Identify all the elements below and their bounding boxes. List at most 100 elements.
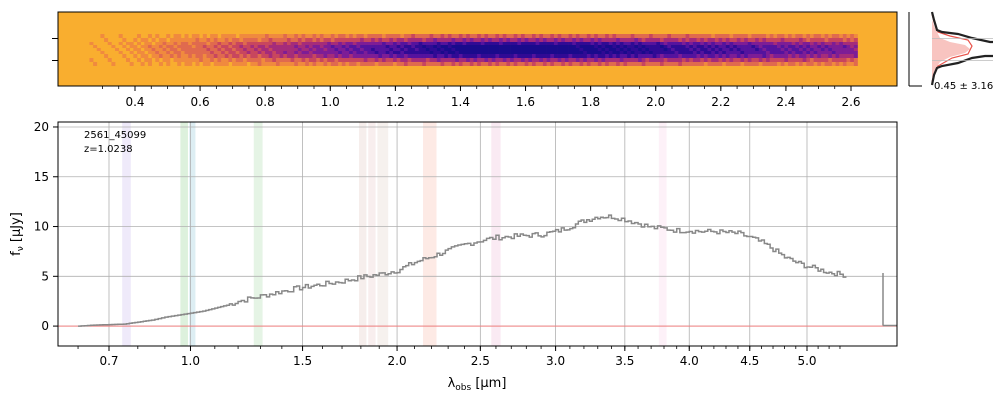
image-pixel (700, 34, 705, 38)
image-pixel (667, 34, 672, 38)
image-pixel (692, 54, 697, 58)
image-pixel (839, 45, 844, 48)
image-pixel (414, 54, 419, 58)
image-pixel (528, 42, 533, 45)
image-pixel (839, 54, 844, 58)
image-pixel (561, 42, 566, 45)
image-pixel (791, 38, 796, 42)
image-pixel (371, 45, 376, 48)
image-pixel (440, 34, 445, 38)
image-pixel (524, 58, 529, 62)
emission-band (658, 122, 667, 346)
image-pixel (272, 34, 277, 38)
image-pixel (418, 48, 423, 51)
image-pixel (257, 48, 262, 51)
image-pixel (363, 51, 368, 54)
image-pixel (747, 38, 752, 42)
image-pixel (678, 45, 683, 48)
image-pixel (455, 48, 460, 51)
spectrum-2d-trace (89, 34, 858, 66)
image-pixel (414, 38, 419, 42)
image-pixel (524, 38, 529, 42)
image-pixel (228, 45, 233, 48)
image-pixel (473, 62, 478, 66)
image-pixel (297, 54, 302, 58)
image-pixel (444, 51, 449, 54)
image-pixel (264, 38, 269, 42)
image-pixel (561, 34, 566, 38)
y-tick-label: 15 (34, 170, 49, 184)
image-pixel (228, 58, 233, 62)
image-pixel (597, 54, 602, 58)
image-pixel (396, 58, 401, 62)
image-pixel (681, 34, 686, 38)
image-pixel (718, 54, 723, 58)
image-pixel (455, 45, 460, 48)
image-pixel (403, 38, 408, 42)
image-pixel (696, 51, 701, 54)
image-pixel (564, 51, 569, 54)
image-pixel (656, 42, 661, 45)
image-pixel (213, 54, 218, 58)
image-pixel (678, 34, 683, 38)
image-pixel (813, 38, 818, 42)
image-pixel (393, 58, 398, 62)
image-pixel (334, 34, 339, 38)
image-pixel (378, 38, 383, 42)
image-pixel (316, 34, 321, 38)
image-pixel (466, 38, 471, 42)
image-pixel (213, 34, 218, 38)
image-pixel (155, 45, 160, 48)
image-pixel (447, 62, 452, 66)
image-pixel (217, 38, 222, 42)
image-pixel (579, 45, 584, 48)
image-pixel (140, 38, 145, 42)
image-pixel (853, 34, 858, 38)
image-pixel (681, 48, 686, 51)
image-pixel (513, 45, 518, 48)
image-pixel (788, 34, 793, 38)
image-pixel (575, 34, 580, 38)
image-pixel (118, 34, 123, 38)
image-pixel (539, 45, 544, 48)
image-pixel (418, 42, 423, 45)
image-pixel (557, 34, 562, 38)
image-pixel (681, 45, 686, 48)
image-pixel (473, 34, 478, 38)
image-pixel (407, 34, 412, 38)
image-pixel (349, 45, 354, 48)
image-pixel (828, 38, 833, 42)
image-pixel (323, 45, 328, 48)
image-pixel (246, 38, 251, 42)
image-pixel (228, 42, 233, 45)
image-pixel (550, 54, 555, 58)
image-pixel (308, 58, 313, 62)
image-pixel (736, 38, 741, 42)
image-pixel (162, 45, 167, 48)
image-pixel (491, 48, 496, 51)
image-pixel (469, 38, 474, 42)
image-pixel (495, 58, 500, 62)
image-pixel (389, 42, 394, 45)
image-pixel (590, 51, 595, 54)
image-pixel (232, 38, 237, 42)
image-pixel (542, 42, 547, 45)
image-pixel (820, 45, 825, 48)
image-pixel (297, 48, 302, 51)
image-pixel (466, 48, 471, 51)
image-pixel (795, 42, 800, 45)
spectrum-2d-xaxis: 0.4 0.6 0.8 1.0 1.2 1.4 1.6 1.8 2.0 2.2 2.4 2.6 (102, 86, 861, 109)
image-pixel (444, 58, 449, 62)
image-pixel (436, 42, 441, 45)
image-pixel (491, 34, 496, 38)
image-pixel (747, 48, 752, 51)
image-pixel (831, 34, 836, 38)
image-pixel (656, 48, 661, 51)
image-pixel (436, 38, 441, 42)
image-pixel (195, 51, 200, 54)
image-pixel (151, 38, 156, 42)
image-pixel (440, 48, 445, 51)
image-pixel (275, 58, 280, 62)
image-pixel (173, 45, 178, 48)
image-pixel (191, 48, 196, 51)
